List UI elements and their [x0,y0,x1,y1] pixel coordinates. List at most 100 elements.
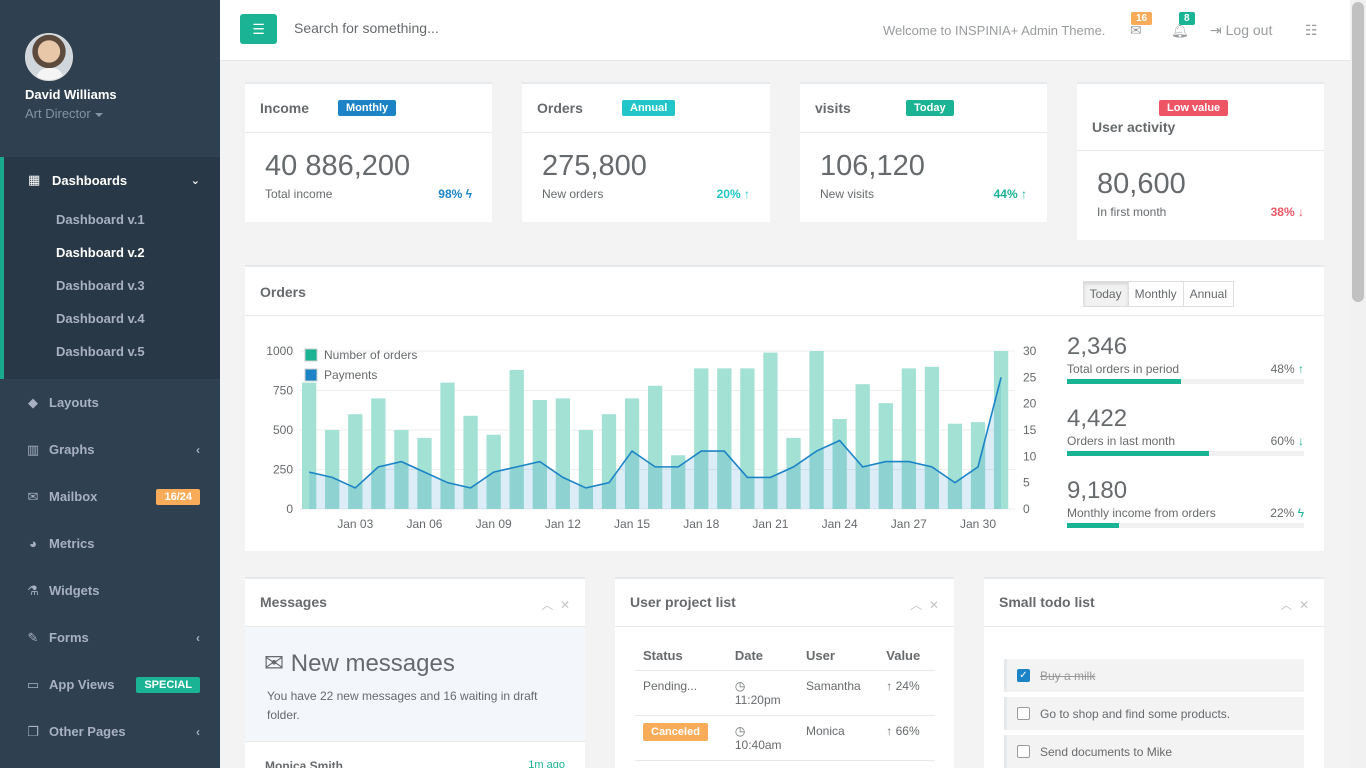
divider [1077,150,1324,151]
nav-item-mailbox[interactable]: ✉ Mailbox 16/24 [0,473,220,520]
y-right-tick-label: 20 [1023,397,1037,411]
legend-label: Number of orders [324,348,417,362]
nav-item-metrics[interactable]: ◕ Metrics [0,520,220,567]
menu-toggle-button[interactable]: ☰ [240,14,277,44]
stat-pct: 98% ϟ [438,187,472,201]
payments-area [309,377,1002,509]
message-sender[interactable]: Monica Smith [265,759,344,768]
checkbox[interactable] [1017,707,1030,720]
stat-value: 275,800 [542,150,647,182]
annual-button[interactable]: Annual [1182,281,1234,307]
nav-item-graphs[interactable]: ▥ Graphs ‹ [0,426,220,473]
profile-name[interactable]: David Williams [25,87,117,102]
stat-value: 106,120 [820,150,925,182]
flask-icon: ⚗ [27,582,39,598]
column-header: User [798,641,879,671]
sub-item-dashboard-v2[interactable]: Dashboard v.2 [56,245,145,260]
mini-stat-last-month: 4,422 Orders in last month 60% ↓ [1067,405,1304,456]
mailbox-badge: 16/24 [156,488,200,505]
mini-stat-value: 2,346 [1067,333,1128,360]
search-input[interactable] [294,20,594,36]
order-bar [924,366,940,509]
period-button-group: Today Monthly Annual [1082,281,1234,307]
orders-chart: 0 250 500 750 1000 0 5 10 15 20 25 30 Jan 03 Jan 06 Ja… [266,344,1037,531]
todo-item[interactable]: Send documents to Mike [1004,735,1304,768]
messages-panel: Messages ︿ ✕ ✉ New messages You have 22 … [245,577,585,768]
period-label: Monthly [338,100,397,116]
caret-down-icon [94,112,103,117]
mini-stat-pct-value: 60% [1270,434,1295,448]
sub-item-dashboard-v3[interactable]: Dashboard v.3 [56,278,145,293]
logout-link[interactable]: ⇥ Log out [1210,22,1272,39]
checkbox[interactable] [1017,745,1030,758]
mini-stat-value: 4,422 [1067,405,1128,432]
stat-pct-value: 44% [993,187,1018,201]
stat-pct: 44% ↑ [994,187,1027,201]
sub-item-dashboard-v1[interactable]: Dashboard v.1 [56,212,145,227]
progress-bar [1067,523,1304,528]
y-right-tick-label: 10 [1023,449,1037,463]
monthly-button[interactable]: Monthly [1127,281,1184,307]
bell-icon[interactable]: 🔔︎ [1171,22,1189,38]
stat-title: visits [815,100,851,116]
nav-item-layouts[interactable]: ◆ Layouts [0,379,220,426]
table-row[interactable]: Pending... ◷ 11:20pm Samantha ↑ 24% [635,670,935,716]
stat-value: 40 886,200 [265,150,411,182]
bar-chart-icon: ▥ [26,441,40,457]
y-left-tick-label: 250 [273,463,293,477]
sign-out-icon: ⇥ [1210,22,1222,38]
envelope-icon: ✉ [264,650,285,677]
order-bar [694,368,709,509]
panel-title: User project list [630,594,736,610]
value-amount: 66% [895,724,920,738]
chevron-up-icon[interactable]: ︿ [541,598,554,612]
hamburger-icon: ☰ [252,20,265,37]
order-bar [578,430,594,509]
order-bar [947,423,963,509]
y-right-tick-label: 25 [1023,370,1037,384]
divider [800,132,1047,133]
date-cell: ◷ 11:20pm [726,670,799,716]
sub-item-dashboard-v5[interactable]: Dashboard v.5 [56,344,145,359]
nav-item-other-pages[interactable]: ❐ Other Pages ‹ [0,708,220,755]
arrow-up-icon: ↑ [744,187,750,201]
profile-role-dropdown[interactable]: Art Director [25,106,220,121]
close-icon[interactable]: ✕ [928,598,939,612]
divider [245,315,1324,316]
chevron-up-icon[interactable]: ︿ [910,598,923,612]
envelope-icon[interactable]: ✉ [1130,22,1142,38]
chevron-up-icon[interactable]: ︿ [1280,598,1293,612]
status-cell: Canceled [635,715,727,761]
chevron-left-icon: ‹ [196,442,200,457]
logout-label: Log out [1225,22,1273,38]
close-icon[interactable]: ✕ [1298,598,1309,612]
page-scrollbar[interactable] [1350,0,1366,768]
stat-sub: In first month [1097,205,1167,219]
scrollbar-thumb[interactable] [1352,2,1364,302]
checkbox-checked[interactable]: ✓ [1017,669,1030,682]
avatar[interactable] [25,33,73,81]
y-left-tick-label: 500 [273,423,293,437]
mini-stat-monthly-income: 9,180 Monthly income from orders 22% ϟ [1067,477,1304,528]
todo-item[interactable]: ✓ Buy a milk [1004,659,1304,692]
period-label: Annual [622,100,676,116]
nav-item-dashboards[interactable]: ▦ Dashboards ⌄ [4,157,220,203]
today-button[interactable]: Today [1082,281,1129,307]
nav-item-widgets[interactable]: ⚗ Widgets [0,567,220,614]
x-tick-label: Jan 27 [891,517,927,531]
x-tick-label: Jan 30 [960,517,996,531]
right-sidebar-toggle-icon[interactable]: ☷ [1305,22,1318,38]
clock-icon: ◷ [734,724,746,738]
panel-title: Orders [260,284,306,300]
nav-item-forms[interactable]: ✎ Forms ‹ [0,614,220,661]
mail-count-badge: 16 [1131,12,1153,25]
todo-text: Buy a milk [1040,668,1096,683]
close-icon[interactable]: ✕ [559,598,570,612]
sub-item-dashboard-v4[interactable]: Dashboard v.4 [56,311,145,326]
nav-item-app-views[interactable]: ▭ App Views SPECIAL [0,661,220,708]
bolt-icon: ϟ [1297,506,1304,520]
todo-item[interactable]: Go to shop and find some products. [1004,697,1304,730]
table-row[interactable]: Canceled ◷ 10:40am Monica ↑ 66% [635,715,935,761]
x-tick-label: Jan 06 [406,517,442,531]
order-bar [371,398,386,509]
